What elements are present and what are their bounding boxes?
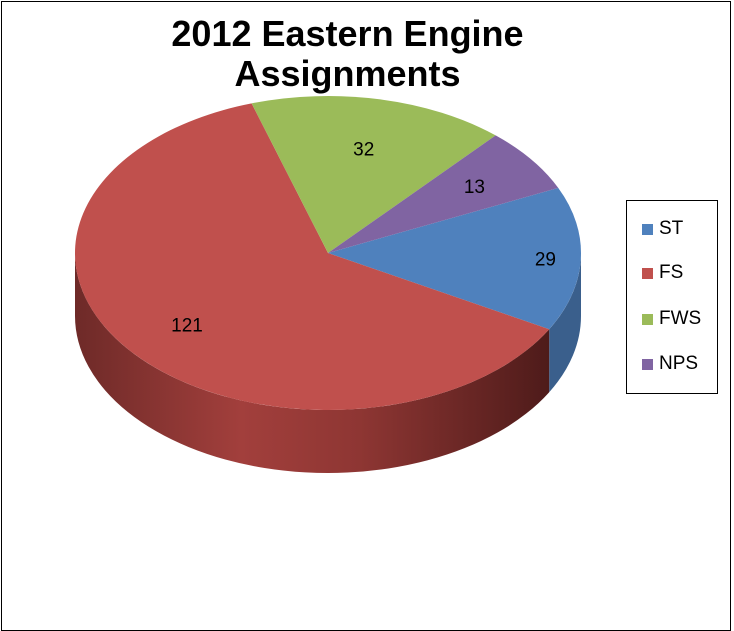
legend-swatch-st: [642, 223, 653, 235]
pie-slice-st: [328, 187, 582, 330]
chart-title-line-1: 2012 Eastern Engine: [171, 13, 524, 54]
pie-labels: 29 121 32 13: [171, 140, 556, 337]
legend-swatch-nps: [642, 358, 653, 370]
pie-side-st: [549, 253, 581, 393]
legend-label-nps: NPS: [659, 353, 699, 374]
chart-title-line-2: Assignments: [234, 53, 461, 94]
pie-slice-nps: [328, 135, 559, 253]
legend-item-fws: FWS: [642, 307, 701, 331]
data-label-st: 29: [535, 249, 556, 270]
data-label-fs: 121: [171, 316, 203, 337]
legend-label-fs: FS: [659, 262, 684, 283]
pie-chart: 29 121 32 13: [75, 96, 582, 474]
legend-item-st: ST: [642, 217, 683, 241]
legend-label-st: ST: [659, 218, 684, 239]
pie-slice-fs: [75, 103, 550, 411]
legend-item-nps: NPS: [642, 352, 698, 376]
pie-sides: [75, 253, 581, 474]
pie-side-fs: [75, 253, 550, 474]
legend: ST FS FWS NPS: [626, 200, 718, 394]
chart-title: 2012 Eastern Engine Assignments: [0, 14, 695, 94]
data-label-nps: 13: [464, 177, 485, 198]
pie-slice-fws: [251, 96, 496, 253]
legend-swatch-fws: [642, 313, 653, 325]
pie-tops: [75, 96, 582, 411]
legend-label-fws: FWS: [659, 308, 702, 329]
data-label-fws: 32: [353, 140, 374, 161]
legend-item-fs: FS: [642, 261, 683, 285]
legend-swatch-fs: [642, 267, 653, 279]
